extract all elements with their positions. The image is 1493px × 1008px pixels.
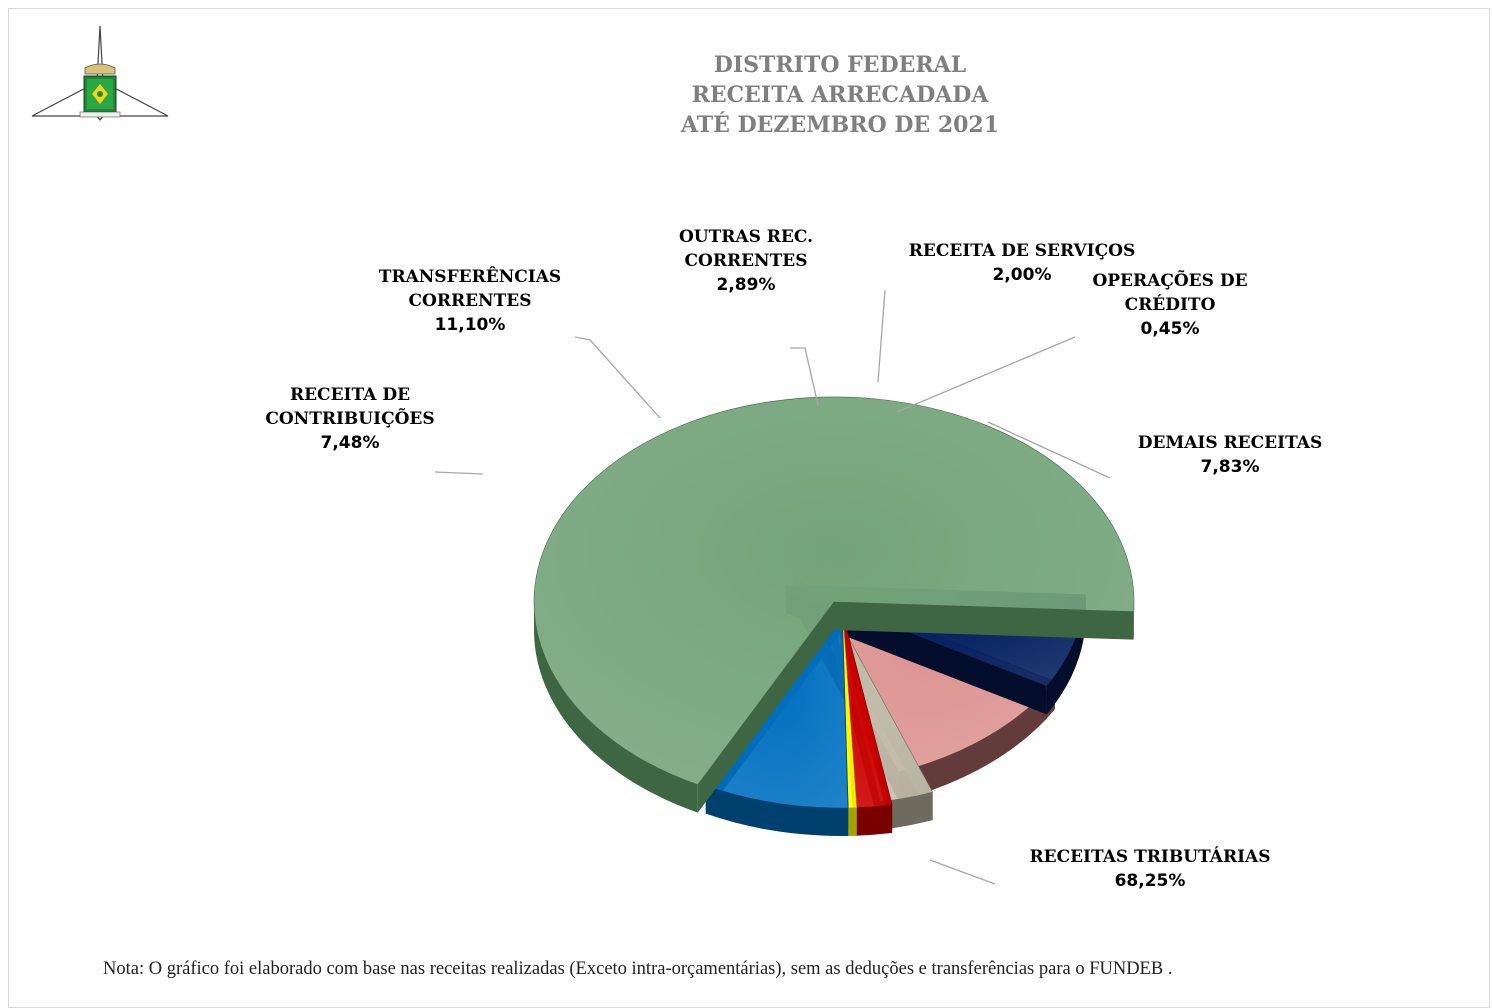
slice-category-label: OPERAÇÕES DE [1092, 269, 1247, 291]
slice-value-label: 7,48% [321, 433, 380, 453]
leader-line [930, 860, 995, 884]
slice-category-label: CORRENTES [409, 291, 532, 311]
slice-category-label: RECEITA DE SERVIÇOS [909, 241, 1136, 261]
slice-value-label: 68,25% [1115, 871, 1186, 891]
leader-line [575, 337, 660, 418]
slice-category-label: OUTRAS REC. [679, 227, 813, 247]
leader-line [878, 290, 885, 382]
slice-category-label: CONTRIBUIÇÕES [265, 407, 434, 429]
slice-value-label: 2,89% [717, 275, 776, 295]
leader-line [897, 337, 1075, 412]
slice-value-label: 7,83% [1201, 457, 1260, 477]
data-label: OPERAÇÕES DE CRÉDITO 0,45% [1092, 269, 1247, 339]
data-label: OUTRAS REC. CORRENTES 2,89% [679, 227, 813, 295]
slice-value-label: 0,45% [1141, 319, 1200, 339]
slice-category-label: RECEITA DE [290, 385, 410, 405]
slice-category-label: CRÉDITO [1125, 294, 1216, 315]
slice-category-label: CORRENTES [685, 251, 808, 271]
data-label: RECEITAS TRIBUTÁRIAS 68,25% [1029, 846, 1270, 891]
slice-category-label: DEMAIS RECEITAS [1138, 433, 1323, 453]
slice-rim [848, 808, 856, 836]
slice-category-label: RECEITAS TRIBUTÁRIAS [1029, 846, 1270, 867]
slice-value-label: 11,10% [435, 315, 506, 335]
slice-value-label: 2,00% [993, 265, 1052, 285]
data-label: TRANSFERÊNCIAS CORRENTES 11,10% [379, 266, 561, 335]
data-label: DEMAIS RECEITAS 7,83% [1138, 433, 1323, 477]
footnote: Nota: O gráfico foi elaborado com base n… [103, 959, 1483, 980]
leader-line [790, 348, 818, 405]
slice-rim [855, 805, 892, 836]
slice-category-label: TRANSFERÊNCIAS [379, 266, 561, 287]
leader-line [435, 472, 483, 474]
